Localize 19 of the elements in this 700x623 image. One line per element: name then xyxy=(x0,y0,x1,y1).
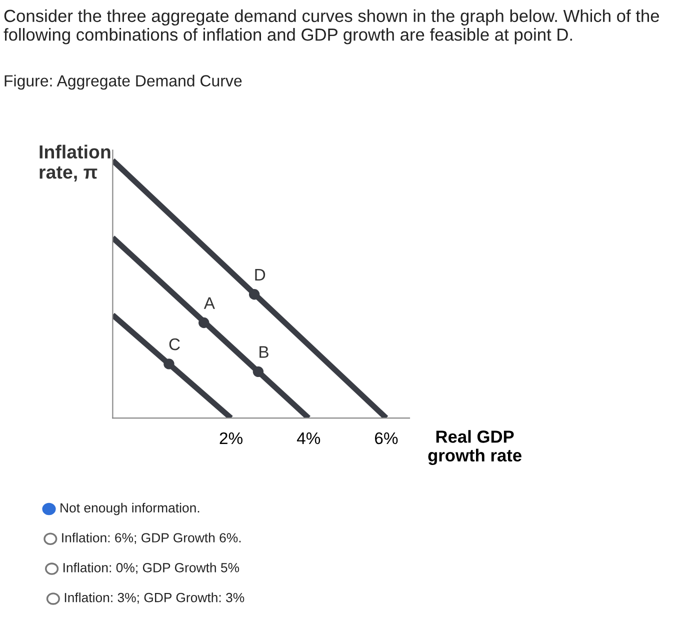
x-tick-label: 6% xyxy=(375,432,398,444)
text: Not enough information. xyxy=(60,502,200,516)
annotation: D xyxy=(255,269,266,281)
chart-title: Consider the three aggregate demand curves shown in the graph below. Which of the following combinations of inflation and GDP growth are feasible at point D. xyxy=(4,9,659,44)
text: Inflation: 0%; GDP Growth 5% xyxy=(64,562,240,574)
point xyxy=(252,366,264,378)
text: Inflation: 6%; GDP Growth 6%. xyxy=(62,532,241,544)
x-tick-label: 2% xyxy=(220,432,242,444)
text: Inflation: 3%; GDP Growth: 3% xyxy=(64,592,244,604)
y-axis-title: Inflation rate, π xyxy=(40,144,110,182)
annotation: C xyxy=(169,338,180,350)
point xyxy=(248,289,260,300)
point xyxy=(198,317,210,328)
annotation: A xyxy=(204,297,215,309)
x-tick-label: 4% xyxy=(296,432,320,444)
point xyxy=(164,358,174,370)
chart-subtitle: Figure: Aggregate Demand Curve xyxy=(4,74,242,90)
annotation: B xyxy=(260,346,268,358)
x-axis-title: Real GDP growth rate xyxy=(428,430,522,466)
